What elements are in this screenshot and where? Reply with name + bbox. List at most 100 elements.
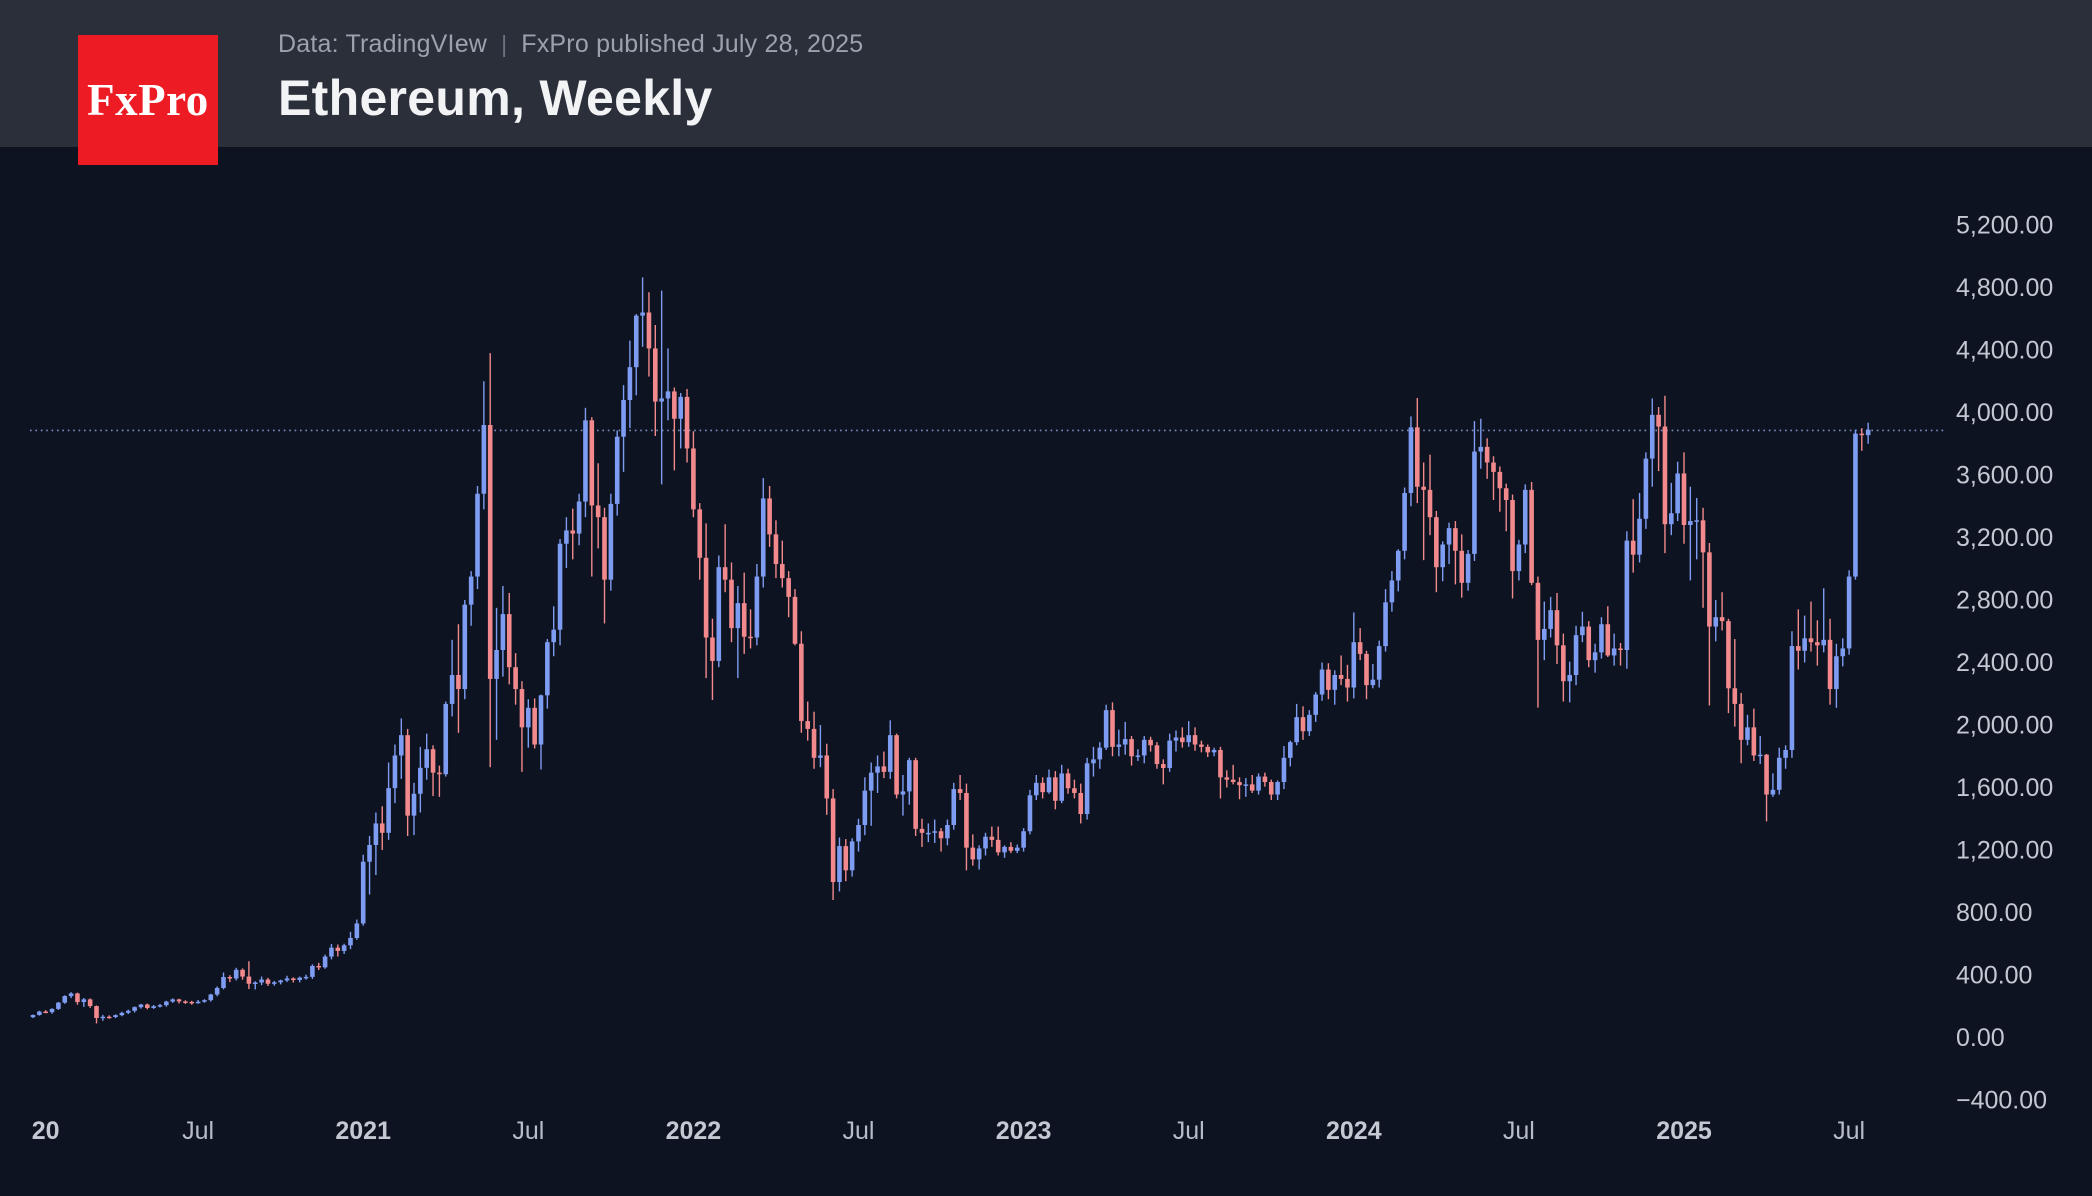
candle bbox=[894, 733, 899, 799]
candle bbox=[1268, 779, 1274, 800]
candle bbox=[862, 777, 868, 836]
candle bbox=[1529, 482, 1534, 586]
y-axis-tick-label: 5,200.00 bbox=[1956, 212, 2053, 240]
candle bbox=[1713, 600, 1719, 642]
candle bbox=[532, 698, 537, 749]
candle bbox=[1643, 452, 1649, 529]
y-axis-tick-label: 4,000.00 bbox=[1956, 399, 2053, 427]
candle bbox=[849, 838, 855, 877]
candle bbox=[1154, 742, 1160, 769]
candle bbox=[932, 819, 937, 843]
y-axis-tick-label: 2,800.00 bbox=[1956, 587, 2053, 615]
candles-layer bbox=[30, 277, 1871, 1024]
candle bbox=[284, 975, 290, 983]
candle bbox=[418, 746, 423, 813]
candle bbox=[640, 277, 645, 347]
y-axis-tick-label: −400.00 bbox=[1956, 1087, 2047, 1115]
candle bbox=[56, 1002, 61, 1010]
candle bbox=[68, 992, 74, 999]
candle bbox=[106, 1015, 112, 1019]
y-axis-tick-label: 1,200.00 bbox=[1956, 837, 2053, 865]
chart-source-line: Data: TradingVIew | FxPro published July 2… bbox=[278, 30, 863, 59]
candle bbox=[202, 999, 207, 1003]
x-axis-tick-label: 2024 bbox=[1326, 1117, 1382, 1145]
candle bbox=[443, 701, 449, 777]
x-axis-tick-label: 20 bbox=[32, 1117, 60, 1145]
candle bbox=[265, 977, 271, 986]
candle bbox=[957, 775, 963, 800]
candle bbox=[1478, 418, 1484, 469]
candle bbox=[329, 944, 334, 960]
candle bbox=[500, 585, 506, 677]
candlestick-chart: 5,200.00 4,800.00 4,400.00 4,000.00 3,600.00… bbox=[30, 212, 2053, 1145]
candle bbox=[246, 961, 252, 990]
candle bbox=[360, 854, 366, 926]
candle bbox=[214, 986, 220, 997]
candle bbox=[1345, 664, 1350, 702]
candle bbox=[1078, 783, 1084, 824]
candle bbox=[37, 1010, 42, 1016]
candle bbox=[62, 995, 68, 1004]
candle bbox=[564, 517, 569, 568]
candle bbox=[1770, 773, 1776, 797]
candle bbox=[227, 975, 233, 983]
candle bbox=[665, 348, 671, 421]
fxpro-logo-text: FxPro bbox=[87, 75, 209, 125]
candle bbox=[1186, 721, 1191, 747]
candle bbox=[1834, 643, 1839, 708]
candle bbox=[1097, 742, 1103, 769]
candle bbox=[576, 493, 582, 546]
candle bbox=[1853, 429, 1858, 580]
y-axis-labels: 5,200.00 4,800.00 4,400.00 4,000.00 3,600.00… bbox=[1956, 212, 2053, 1115]
candle bbox=[1180, 727, 1185, 748]
candle bbox=[1688, 486, 1693, 581]
candle bbox=[1675, 461, 1680, 522]
candle bbox=[297, 976, 302, 983]
candle bbox=[424, 733, 429, 780]
candle bbox=[805, 701, 810, 741]
candle bbox=[1288, 740, 1293, 767]
candle bbox=[1440, 541, 1445, 582]
candle bbox=[1846, 570, 1852, 655]
candle bbox=[1224, 770, 1230, 788]
candle bbox=[1491, 456, 1496, 500]
candle bbox=[526, 699, 531, 748]
candle bbox=[983, 832, 988, 856]
candle bbox=[653, 325, 658, 436]
candle bbox=[1211, 747, 1217, 757]
candle bbox=[1351, 612, 1357, 699]
candle bbox=[303, 974, 309, 980]
y-axis-tick-label: 800.00 bbox=[1956, 899, 2032, 927]
candle bbox=[1611, 633, 1617, 666]
candle bbox=[1300, 706, 1306, 740]
candle bbox=[1249, 775, 1255, 793]
candle bbox=[145, 1003, 150, 1010]
candle bbox=[608, 493, 614, 591]
candle bbox=[1014, 844, 1020, 854]
candle bbox=[691, 431, 696, 518]
candle bbox=[1618, 642, 1623, 666]
candle bbox=[710, 618, 715, 700]
candle bbox=[1243, 778, 1249, 797]
candle bbox=[341, 943, 347, 954]
candle bbox=[614, 430, 620, 516]
x-axis-tick-label: 2023 bbox=[996, 1117, 1052, 1145]
candle bbox=[1021, 828, 1026, 852]
y-axis-tick-label: 0.00 bbox=[1956, 1024, 2005, 1052]
candle bbox=[1110, 702, 1115, 757]
candle bbox=[310, 964, 315, 979]
x-axis-tick-label: Jul bbox=[1503, 1117, 1535, 1145]
candle bbox=[538, 694, 544, 770]
candle bbox=[1453, 521, 1458, 585]
candle bbox=[1522, 484, 1528, 554]
candle bbox=[1192, 727, 1198, 751]
candle bbox=[1415, 397, 1420, 504]
candle bbox=[875, 755, 880, 793]
candle bbox=[633, 314, 639, 396]
candle bbox=[557, 539, 563, 646]
candle bbox=[81, 997, 87, 1007]
candle bbox=[837, 837, 842, 892]
candle bbox=[1370, 664, 1376, 689]
candle bbox=[1218, 746, 1223, 799]
candle bbox=[1605, 606, 1611, 658]
